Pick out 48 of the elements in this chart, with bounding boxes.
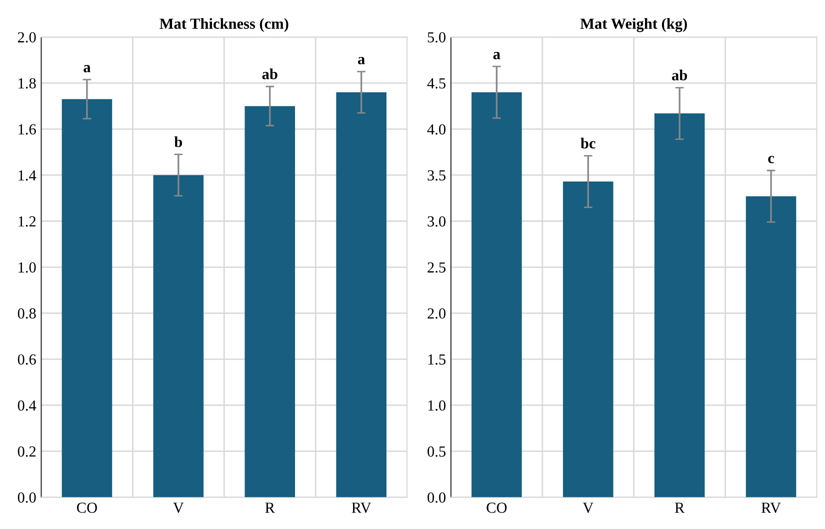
x-tick-label: RV xyxy=(761,502,781,513)
annotation: a xyxy=(84,65,91,72)
annotation: bc xyxy=(580,138,596,148)
chart-title: Mat Thickness (cm) xyxy=(160,18,288,32)
y-tick-label: 0.8 xyxy=(18,308,36,319)
y-tick-label: 4.5 xyxy=(427,78,446,89)
y-tick-label: 2.5 xyxy=(428,262,446,273)
y-tick-label: 2.0 xyxy=(18,32,36,43)
y-tick-label: 0.5 xyxy=(428,446,446,457)
y-tick-label: 4.0 xyxy=(427,124,446,135)
y-tick-label: 0.2 xyxy=(18,446,36,457)
bar xyxy=(244,106,296,498)
bar xyxy=(62,99,112,498)
chart-title: Mat Weight (kg) xyxy=(580,18,687,32)
y-tick-label: 1.6 xyxy=(18,124,36,135)
y-tick-label: 1.4 xyxy=(18,170,36,181)
annotation: a xyxy=(358,56,365,64)
bar xyxy=(562,182,614,498)
y-tick-label: 0.0 xyxy=(18,492,36,503)
y-tick-label: 1.0 xyxy=(428,400,446,411)
y-tick-label: 2.0 xyxy=(428,308,446,319)
x-tick-label: RV xyxy=(352,502,372,513)
x-tick-label: V xyxy=(173,502,184,513)
bar xyxy=(336,92,386,498)
annotation: b xyxy=(174,136,182,148)
y-tick-label: 5.0 xyxy=(428,32,446,43)
bar xyxy=(654,113,705,498)
bar xyxy=(746,196,796,498)
x-tick-label: CO xyxy=(486,502,507,513)
annotation: a xyxy=(493,52,500,60)
annotation: ab xyxy=(262,68,278,80)
y-tick-label: 3.5 xyxy=(428,170,446,181)
x-tick-label: R xyxy=(674,502,685,513)
bar xyxy=(472,92,522,498)
bar xyxy=(153,175,204,498)
y-tick-label: 3.0 xyxy=(428,216,446,227)
annotation: ab xyxy=(672,70,688,80)
y-tick-label: 0.6 xyxy=(18,354,36,365)
x-tick-label: V xyxy=(582,502,594,513)
y-tick-label: 1.2 xyxy=(18,216,36,227)
y-tick-label: 1.8 xyxy=(18,78,36,89)
x-tick-label: CO xyxy=(76,502,97,513)
y-tick-label: 1.0 xyxy=(18,262,36,273)
annotation: c xyxy=(768,156,774,164)
y-tick-label: 0.0 xyxy=(428,492,446,503)
y-tick-label: 0.4 xyxy=(18,400,36,411)
y-tick-label: 1.5 xyxy=(428,354,446,365)
x-tick-label: R xyxy=(265,502,275,513)
